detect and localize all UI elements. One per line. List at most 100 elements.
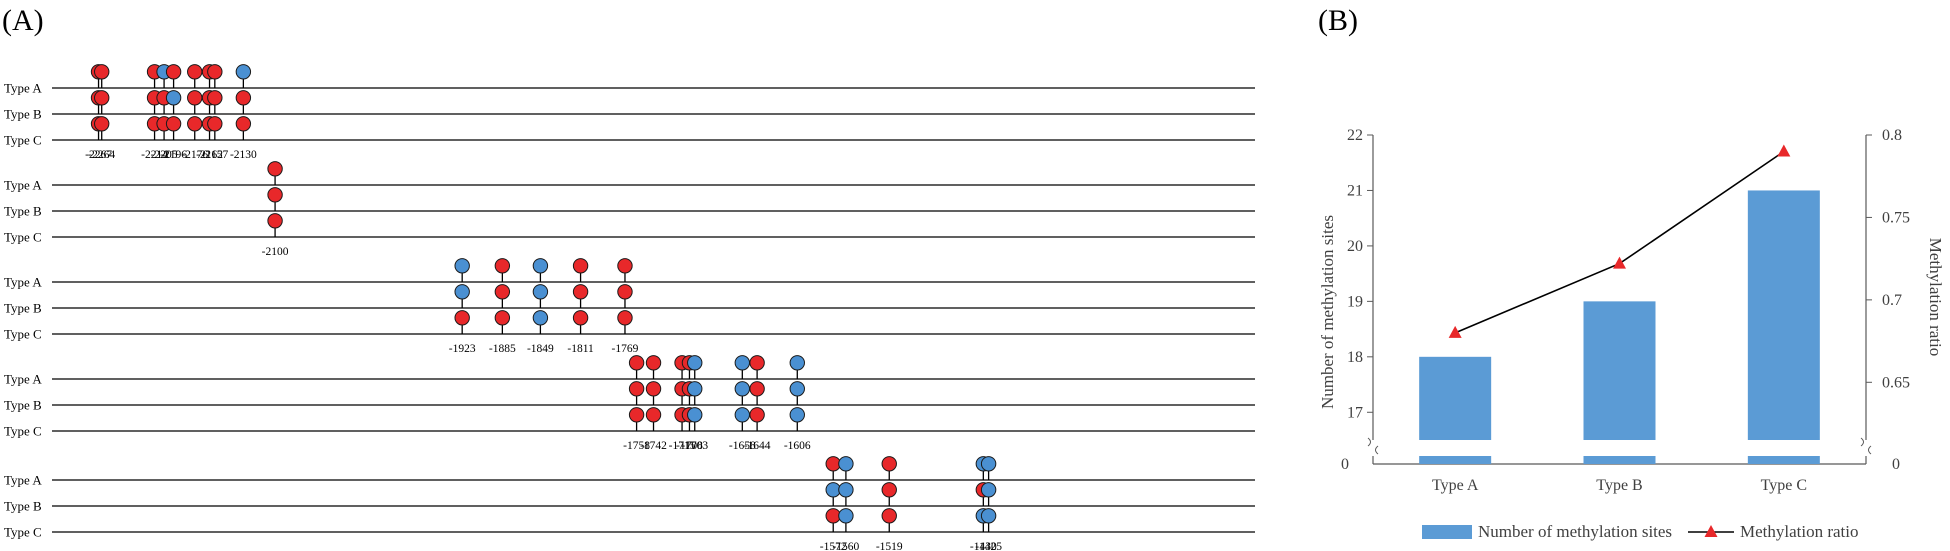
methylated-site-dot bbox=[207, 90, 223, 106]
row-label: Type C bbox=[4, 133, 42, 148]
unmethylated-site-dot bbox=[980, 508, 997, 524]
bar bbox=[1747, 190, 1820, 440]
methylated-site-dot bbox=[881, 456, 897, 472]
methylated-site-dot bbox=[235, 116, 252, 132]
row-label: Type A bbox=[4, 275, 42, 290]
x-tick-label: Type A bbox=[1432, 477, 1479, 494]
methylated-site-dot bbox=[628, 407, 645, 423]
x-tick-label: Type B bbox=[1596, 477, 1642, 494]
y2-tick-label: 0.8 bbox=[1882, 127, 1902, 144]
y-axis-title: Number of methylation sites bbox=[1318, 215, 1337, 409]
methylated-site-dot bbox=[267, 161, 283, 177]
y-axis-break-label: 0 bbox=[1341, 456, 1349, 473]
row-label: Type C bbox=[4, 424, 42, 439]
unmethylated-site-dot bbox=[687, 355, 703, 371]
methylated-site-dot bbox=[617, 284, 633, 300]
site-position-label: -1715 bbox=[669, 440, 696, 452]
site-position-label: -2130 bbox=[230, 149, 257, 161]
row-label: Type B bbox=[4, 499, 42, 514]
site-position-label: -2214 bbox=[141, 149, 168, 161]
row-label: Type C bbox=[4, 327, 42, 342]
site-position-label: -1811 bbox=[567, 343, 594, 355]
methylated-site-dot bbox=[267, 213, 283, 229]
methylated-site-dot bbox=[187, 116, 203, 132]
methylated-site-dot bbox=[617, 310, 633, 326]
site-block: Type A Type B Type C -1572-1560 -1519 -1430-1… bbox=[4, 456, 1255, 551]
unmethylated-site-dot bbox=[687, 381, 703, 397]
methylated-site-dot bbox=[628, 381, 645, 397]
methylated-site-dot bbox=[572, 310, 589, 326]
y2-axis-title: Methylation ratio bbox=[1926, 238, 1945, 357]
methylated-site-dot bbox=[494, 284, 511, 300]
site-position-label: -2264 bbox=[88, 149, 115, 161]
unmethylated-site-dot bbox=[165, 90, 182, 106]
methylated-site-dot bbox=[628, 355, 645, 371]
unmethylated-site-dot bbox=[734, 381, 751, 397]
row-label: Type A bbox=[4, 81, 42, 96]
panel-b-chart: Number of methylation sites Methylation … bbox=[1318, 127, 1945, 541]
site-position-label: -1606 bbox=[784, 440, 811, 452]
ratio-marker bbox=[1777, 144, 1791, 157]
unmethylated-site-dot bbox=[687, 407, 703, 423]
methylated-site-dot bbox=[235, 90, 252, 106]
methylated-site-dot bbox=[267, 187, 283, 203]
unmethylated-site-dot bbox=[838, 482, 854, 498]
legend-bar-label: Number of methylation sites bbox=[1478, 522, 1672, 541]
row-label: Type A bbox=[4, 473, 42, 488]
methylated-site-dot bbox=[645, 407, 662, 423]
bar-base-segment bbox=[1747, 456, 1820, 464]
site-position-label: -2162 bbox=[196, 149, 223, 161]
y2-tick-label: 0.65 bbox=[1882, 374, 1910, 391]
y-tick-label: 19 bbox=[1347, 293, 1363, 310]
y-tick-label: 22 bbox=[1347, 127, 1363, 144]
unmethylated-site-dot bbox=[454, 284, 470, 300]
site-position-label: -1425 bbox=[975, 541, 1002, 551]
y-tick-label: 17 bbox=[1347, 404, 1363, 421]
methylated-site-dot bbox=[165, 64, 182, 80]
methylated-site-dot bbox=[207, 116, 223, 132]
site-position-label: -1572 bbox=[820, 541, 847, 551]
site-position-label: -1885 bbox=[489, 343, 516, 355]
site-block: Type A Type B Type C -1923 -1885 -1849 -1811 -1… bbox=[4, 258, 1255, 355]
site-position-label: -2176 bbox=[181, 149, 208, 161]
methylated-site-dot bbox=[454, 310, 470, 326]
legend-line-label: Methylation ratio bbox=[1740, 522, 1859, 541]
site-position-label: -1769 bbox=[612, 343, 639, 355]
row-label: Type C bbox=[4, 525, 42, 540]
methylated-site-dot bbox=[494, 258, 511, 274]
site-position-label: -2196 bbox=[160, 149, 187, 161]
methylated-site-dot bbox=[572, 258, 589, 274]
y2-tick-label: 0.75 bbox=[1882, 209, 1910, 226]
site-position-label: -2267 bbox=[85, 149, 112, 161]
y-axis-break-mark bbox=[1367, 437, 1379, 455]
methylated-site-dot bbox=[617, 258, 633, 274]
methylated-site-dot bbox=[572, 284, 589, 300]
unmethylated-site-dot bbox=[235, 64, 252, 80]
unmethylated-site-dot bbox=[838, 456, 854, 472]
unmethylated-site-dot bbox=[789, 355, 805, 371]
site-position-label: -1758 bbox=[623, 440, 650, 452]
unmethylated-site-dot bbox=[838, 508, 854, 524]
row-label: Type B bbox=[4, 301, 42, 316]
site-position-label: -1658 bbox=[729, 440, 756, 452]
row-label: Type B bbox=[4, 204, 42, 219]
unmethylated-site-dot bbox=[734, 355, 751, 371]
unmethylated-site-dot bbox=[789, 407, 805, 423]
methylated-site-dot bbox=[645, 381, 662, 397]
bar bbox=[1583, 301, 1656, 440]
row-label: Type C bbox=[4, 230, 42, 245]
legend-bar-swatch bbox=[1422, 525, 1472, 539]
y2-axis-break-label: 0 bbox=[1892, 456, 1900, 473]
unmethylated-site-dot bbox=[532, 284, 549, 300]
row-label: Type A bbox=[4, 178, 42, 193]
unmethylated-site-dot bbox=[789, 381, 805, 397]
site-block: Type A Type B Type C -2100 bbox=[4, 161, 1255, 258]
row-label: Type B bbox=[4, 398, 42, 413]
methylated-site-dot bbox=[165, 116, 182, 132]
ratio-marker bbox=[1613, 256, 1626, 269]
methylated-site-dot bbox=[749, 381, 765, 397]
bar bbox=[1419, 356, 1492, 440]
unmethylated-site-dot bbox=[454, 258, 470, 274]
